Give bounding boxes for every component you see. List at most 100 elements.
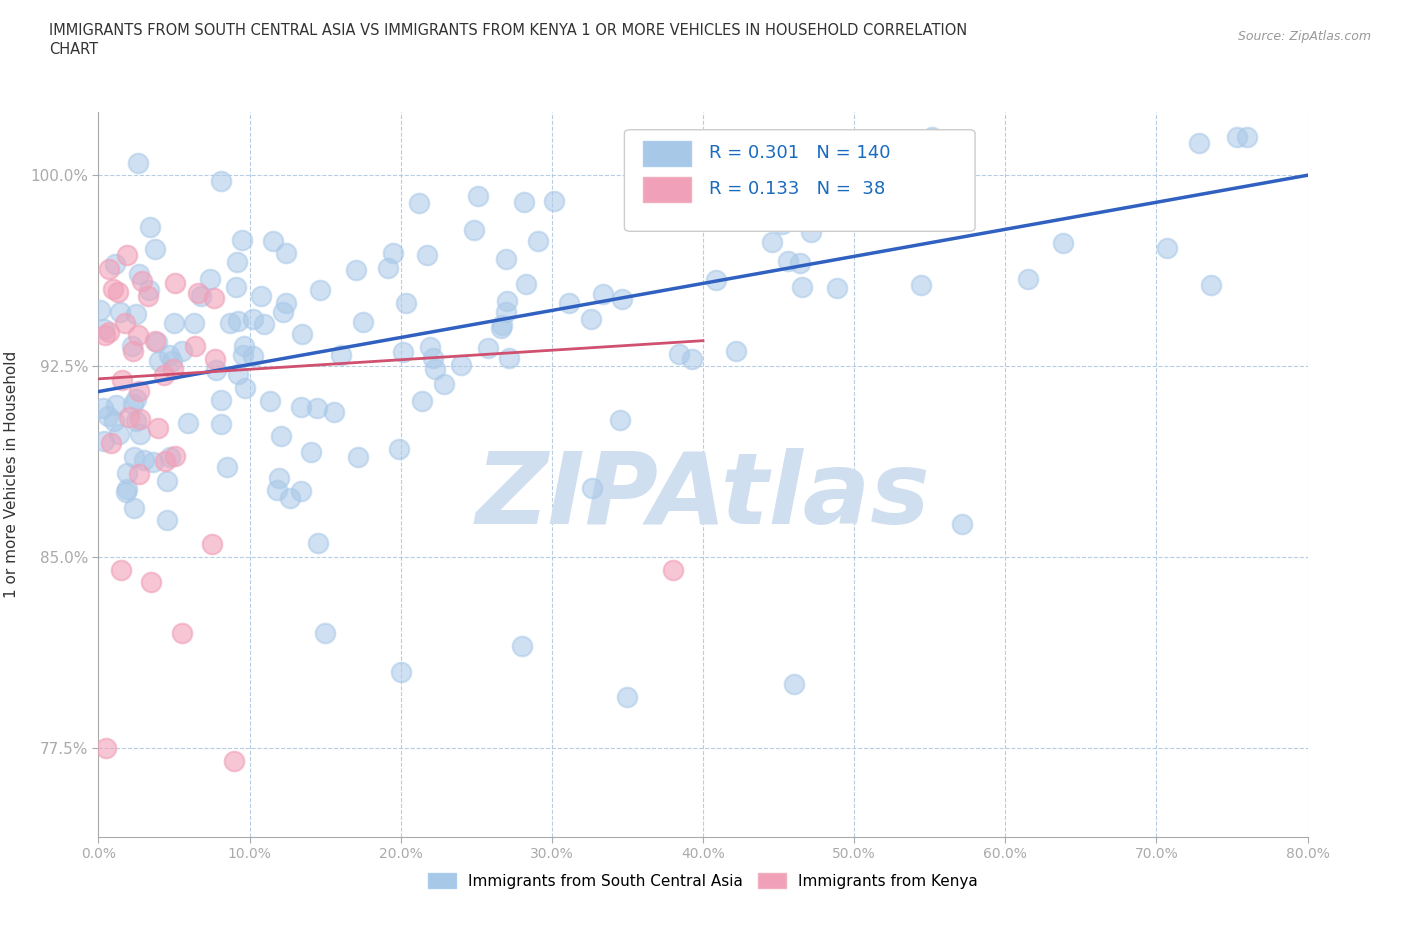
Point: [170, 626, 193, 641]
Point: [477, 341, 499, 356]
Point: [463, 222, 485, 237]
Point: [204, 363, 226, 378]
Point: [792, 280, 814, 295]
Point: [783, 677, 806, 692]
Point: [1226, 129, 1249, 144]
Y-axis label: 1 or more Vehicles in Household: 1 or more Vehicles in Household: [4, 351, 18, 598]
Point: [124, 500, 146, 515]
Point: [432, 377, 454, 392]
Point: [825, 281, 848, 296]
Point: [1017, 272, 1039, 286]
Point: [616, 689, 638, 704]
Point: [201, 537, 224, 551]
Point: [128, 427, 150, 442]
Point: [305, 401, 328, 416]
Text: CHART: CHART: [49, 42, 98, 57]
Point: [94, 327, 117, 342]
Point: [94, 740, 117, 755]
Point: [1201, 278, 1223, 293]
Point: [252, 316, 274, 331]
Point: [128, 266, 150, 281]
Point: [127, 327, 149, 342]
Point: [162, 353, 184, 368]
Text: ZIPAtlas: ZIPAtlas: [475, 447, 931, 545]
Text: R = 0.301   N = 140: R = 0.301 N = 140: [709, 144, 890, 162]
Point: [950, 517, 973, 532]
Point: [217, 459, 239, 474]
Point: [242, 312, 264, 326]
Point: [543, 194, 565, 209]
Point: [323, 405, 346, 419]
Point: [800, 225, 823, 240]
Point: [125, 307, 148, 322]
Point: [291, 326, 314, 341]
Point: [714, 140, 737, 155]
Point: [489, 321, 512, 336]
Point: [789, 256, 811, 271]
Point: [93, 433, 115, 448]
Point: [184, 339, 207, 353]
Point: [165, 448, 187, 463]
Point: [557, 296, 579, 311]
Point: [225, 280, 247, 295]
Point: [856, 193, 879, 207]
Point: [592, 286, 614, 301]
Point: [377, 260, 399, 275]
Point: [233, 339, 256, 353]
Point: [266, 483, 288, 498]
Point: [141, 575, 163, 590]
Point: [527, 233, 550, 248]
Point: [1156, 240, 1178, 255]
Legend: Immigrants from South Central Asia, Immigrants from Kenya: Immigrants from South Central Asia, Immi…: [422, 867, 984, 895]
Point: [115, 485, 138, 499]
Point: [761, 234, 783, 249]
Point: [100, 435, 122, 450]
Point: [107, 427, 129, 442]
Point: [681, 352, 703, 366]
Point: [89, 303, 111, 318]
Point: [382, 246, 405, 260]
Point: [98, 261, 121, 276]
Point: [242, 349, 264, 364]
Point: [740, 202, 762, 217]
Point: [107, 285, 129, 299]
Point: [395, 295, 418, 310]
Point: [127, 156, 149, 171]
Point: [299, 445, 322, 459]
Point: [262, 233, 284, 248]
Point: [139, 219, 162, 234]
Point: [142, 454, 165, 469]
Point: [115, 466, 138, 481]
Point: [425, 362, 447, 377]
Point: [170, 344, 193, 359]
Point: [724, 343, 747, 358]
Point: [422, 351, 444, 365]
Point: [117, 410, 139, 425]
Point: [921, 129, 943, 144]
Point: [231, 232, 253, 247]
Point: [307, 536, 329, 551]
Point: [204, 352, 226, 366]
Point: [704, 272, 727, 287]
Point: [314, 626, 336, 641]
Point: [187, 286, 209, 300]
Point: [128, 383, 150, 398]
Point: [308, 283, 330, 298]
Point: [271, 304, 294, 319]
Point: [98, 325, 121, 339]
Point: [329, 348, 352, 363]
Point: [1188, 135, 1211, 150]
Point: [495, 251, 517, 266]
Point: [93, 401, 115, 416]
Point: [148, 353, 170, 368]
FancyBboxPatch shape: [624, 130, 976, 232]
Point: [159, 449, 181, 464]
Point: [198, 272, 221, 286]
Point: [146, 335, 169, 350]
Point: [125, 392, 148, 407]
Text: Source: ZipAtlas.com: Source: ZipAtlas.com: [1237, 30, 1371, 43]
Point: [510, 639, 533, 654]
Point: [661, 563, 683, 578]
Point: [124, 413, 146, 428]
Point: [259, 393, 281, 408]
